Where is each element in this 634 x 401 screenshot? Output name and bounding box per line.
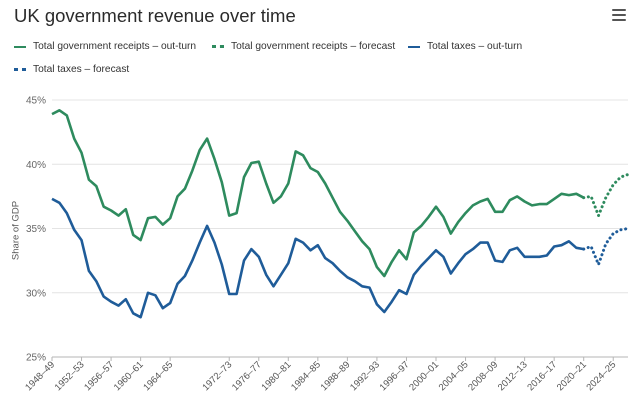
legend-label: Total taxes – out-turn	[427, 41, 523, 52]
x-tick-label: 1984–85	[289, 359, 323, 393]
x-tick-label: 2012–13	[496, 359, 530, 393]
x-tick-label: 2008–09	[466, 359, 500, 393]
x-tick-label: 1992–93	[348, 359, 382, 393]
y-tick-label: 45%	[26, 96, 46, 107]
x-tick-label: 2020–21	[555, 359, 589, 393]
hamburger-menu-icon[interactable]	[612, 9, 626, 22]
y-tick-label: 30%	[26, 288, 46, 299]
x-tick-label: 1952–53	[53, 359, 87, 393]
x-tick-label: 1948–49	[23, 359, 57, 393]
legend-item-taxes-outturn[interactable]: Total taxes – out-turn	[408, 41, 522, 52]
x-tick-label: 1960–61	[112, 359, 146, 393]
legend-dotted-green-icon	[212, 45, 224, 48]
series-line-0[interactable]	[51, 109, 585, 278]
x-tick-label: 1976–77	[230, 359, 264, 393]
x-tick-label: 1996–97	[378, 359, 412, 393]
series-line-2[interactable]	[51, 197, 584, 319]
legend-solid-blue-icon	[408, 45, 420, 48]
legend-dotted-blue-icon	[14, 68, 26, 71]
x-tick-label: 1964–65	[141, 359, 175, 393]
y-tick-label: 40%	[26, 160, 46, 171]
y-tick-label: 25%	[26, 353, 46, 364]
y-tick-label: 35%	[26, 224, 46, 235]
legend-label: Total taxes – forecast	[33, 64, 130, 75]
legend-item-receipts-forecast[interactable]: Total government receipts – forecast	[212, 41, 395, 52]
legend-solid-green-icon	[14, 45, 26, 48]
x-tick-label: 2000–01	[407, 359, 441, 393]
x-tick-label: 1988–89	[319, 359, 353, 393]
series-line-1[interactable]	[582, 173, 630, 218]
legend-item-taxes-forecast[interactable]: Total taxes – forecast	[14, 64, 129, 75]
chart-title: UK government revenue over time	[14, 5, 296, 26]
series-line-3[interactable]	[582, 227, 630, 266]
x-tick-label: 1980–81	[259, 359, 293, 393]
legend-label: Total government receipts – forecast	[231, 41, 396, 52]
x-tick-label: 2016–17	[525, 359, 559, 393]
x-tick-label: 1972–73	[200, 359, 234, 393]
x-tick-label: 2004–05	[437, 359, 471, 393]
legend-item-receipts-outturn[interactable]: Total government receipts – out-turn	[14, 41, 196, 52]
legend-label: Total government receipts – out-turn	[33, 41, 197, 52]
x-tick-label: 1956–57	[82, 359, 116, 393]
x-tick-label: 2024–25	[584, 359, 618, 393]
